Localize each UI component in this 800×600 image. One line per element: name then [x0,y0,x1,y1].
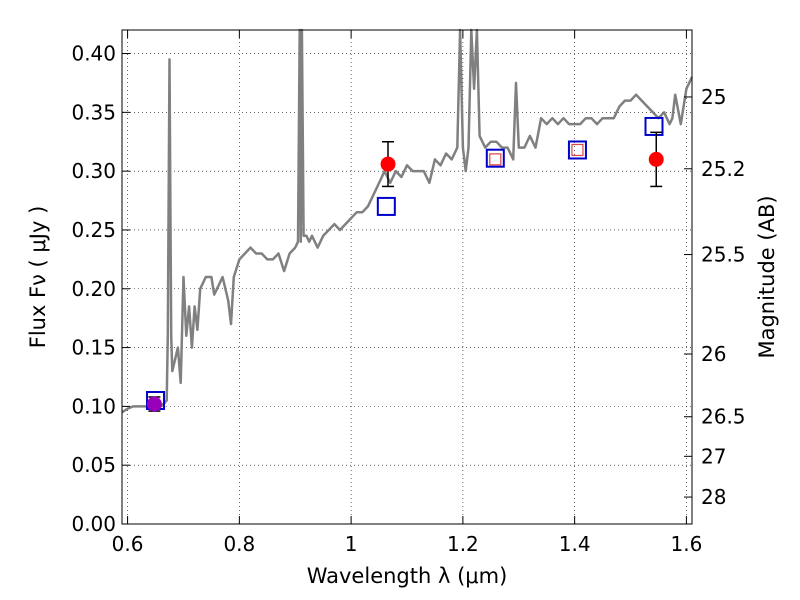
small-box [571,143,584,157]
y-tick-label: 0.00 [71,512,116,536]
data-marks [146,116,664,412]
x-tick-label: 1 [345,532,358,556]
y-tick-label: 0.30 [71,159,116,183]
y2-tick-label: 28 [701,485,726,509]
x-tick-label: 0.6 [112,532,144,556]
y-tick-label: 0.25 [71,218,116,242]
observed-point [146,396,162,412]
model-box [644,116,664,136]
plot-frame [121,29,693,525]
model-box [567,140,587,160]
y-tick-label: 0.35 [71,100,116,124]
observed-point [648,151,664,167]
x-tick-label: 0.8 [223,532,255,556]
x-axis-label: Wavelength λ (μm) [307,564,508,588]
x-tick-label: 1.4 [559,532,591,556]
model-box [485,148,505,168]
observed-point [380,156,396,172]
y2-tick-label: 27 [701,444,726,468]
axis-ticks: 0.6 0.8 1 1.2 1.4 1.6 0.00 0.05 0.10 0.15 0.20 0.25… [71,30,746,556]
y-tick-label: 0.10 [71,394,116,418]
y2-tick-label: 26 [701,342,726,366]
small-box [489,153,502,166]
y2-tick-label: 25.2 [701,157,746,181]
spectrum-layer [121,28,694,414]
model-box [376,196,396,216]
y-tick-label: 0.15 [71,336,116,360]
y-tick-label: 0.05 [71,453,116,477]
y-tick-label: 0.40 [71,42,116,66]
y-tick-label: 0.20 [71,277,116,301]
y2-axis-label: Magnitude (AB) [755,195,779,358]
x-tick-label: 1.6 [671,532,703,556]
x-tick-label: 1.2 [447,532,479,556]
y-axis-label: Flux Fν ( μJy ) [26,206,50,349]
y2-tick-label: 25.5 [701,243,746,267]
y2-tick-label: 26.5 [701,405,746,429]
y2-tick-label: 25 [701,85,726,109]
spectrum-line [121,28,694,414]
